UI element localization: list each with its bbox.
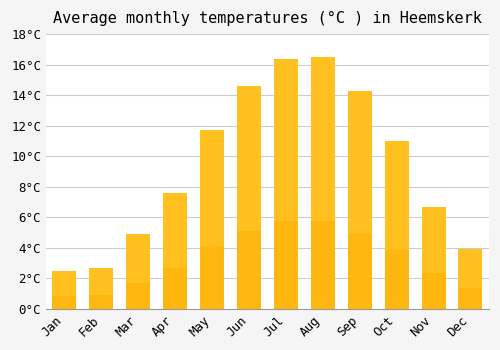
Bar [458, 288, 482, 309]
Bar [163, 268, 187, 309]
Bar [384, 141, 408, 309]
Bar [200, 131, 224, 309]
Bar [200, 246, 224, 309]
Bar [126, 234, 150, 309]
Bar [163, 193, 187, 309]
Bar [422, 207, 446, 309]
Title: Average monthly temperatures (°C ) in Heemskerk: Average monthly temperatures (°C ) in He… [53, 11, 482, 26]
Bar [458, 250, 482, 309]
Bar [348, 91, 372, 309]
Bar [237, 86, 261, 309]
Bar [348, 232, 372, 309]
Bar [311, 57, 335, 309]
Bar [90, 268, 114, 309]
Bar [52, 271, 76, 309]
Bar [384, 250, 408, 309]
Bar [126, 283, 150, 309]
Bar [311, 221, 335, 309]
Bar [274, 59, 298, 309]
Bar [237, 231, 261, 309]
Bar [90, 294, 114, 309]
Bar [274, 221, 298, 309]
Bar [422, 273, 446, 309]
Bar [52, 295, 76, 309]
